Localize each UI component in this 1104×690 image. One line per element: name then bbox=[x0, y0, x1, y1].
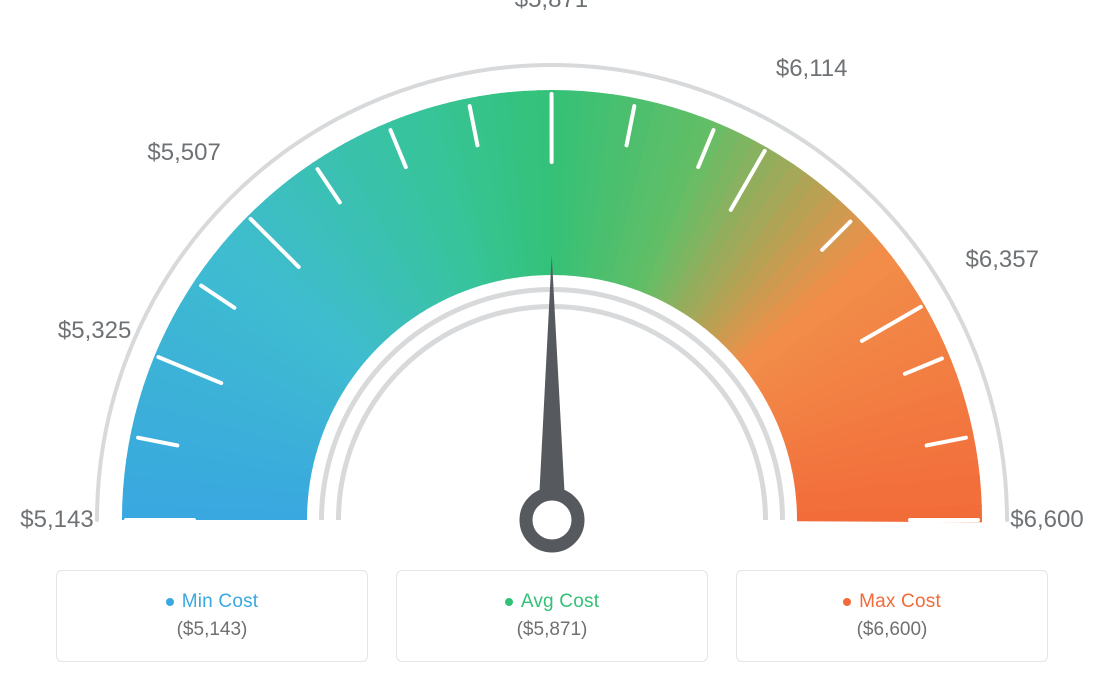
max-cost-label: Max Cost bbox=[859, 591, 941, 613]
max-cost-title: Max Cost bbox=[843, 591, 941, 613]
tick-label: $6,357 bbox=[966, 246, 1039, 274]
min-cost-label: Min Cost bbox=[182, 591, 259, 613]
tick-label: $6,114 bbox=[776, 55, 848, 83]
tick-label: $6,600 bbox=[1010, 506, 1083, 534]
gauge-svg bbox=[0, 0, 1104, 560]
max-cost-value: ($6,600) bbox=[857, 619, 928, 641]
chart-container: $5,143 $5,325 $5,507 $5,871 $6,114 $6,357 $6,6… bbox=[0, 0, 1104, 690]
avg-cost-value: ($5,871) bbox=[517, 619, 588, 641]
gauge: $5,143 $5,325 $5,507 $5,871 $6,114 $6,357 $6,6… bbox=[0, 0, 1104, 560]
min-cost-title: Min Cost bbox=[166, 591, 259, 613]
avg-cost-card: Avg Cost ($5,871) bbox=[396, 570, 708, 662]
avg-cost-title: Avg Cost bbox=[505, 591, 599, 613]
max-dot-icon bbox=[843, 598, 851, 606]
min-cost-card: Min Cost ($5,143) bbox=[56, 570, 368, 662]
max-cost-card: Max Cost ($6,600) bbox=[736, 570, 1048, 662]
min-cost-value: ($5,143) bbox=[177, 619, 248, 641]
legend: Min Cost ($5,143) Avg Cost ($5,871) Max … bbox=[0, 560, 1104, 690]
avg-cost-label: Avg Cost bbox=[521, 591, 599, 613]
tick-label: $5,507 bbox=[147, 139, 220, 167]
tick-label: $5,325 bbox=[58, 317, 131, 345]
tick-label: $5,143 bbox=[20, 506, 93, 534]
tick-label: $5,871 bbox=[515, 0, 588, 14]
min-dot-icon bbox=[166, 598, 174, 606]
avg-dot-icon bbox=[505, 598, 513, 606]
